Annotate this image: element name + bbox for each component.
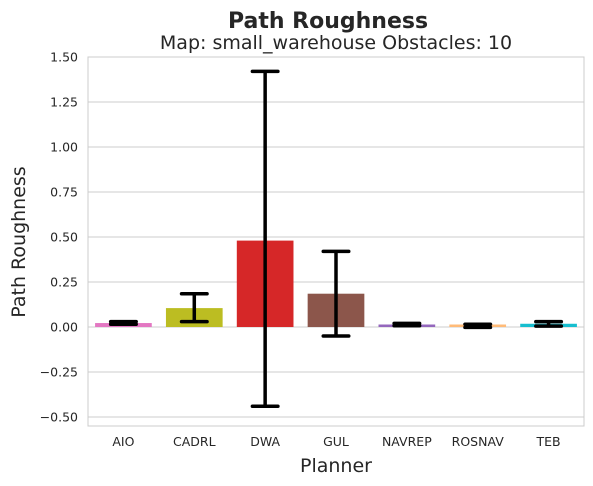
y-tick-label: −0.25	[40, 365, 78, 380]
x-tick-label: GUL	[323, 434, 349, 449]
y-tick-label: 1.25	[50, 95, 78, 110]
y-tick-label: −0.50	[40, 410, 78, 425]
plot-frame	[87, 56, 585, 427]
y-tick-label: 0.50	[50, 230, 78, 245]
y-tick-label: 0.75	[50, 185, 78, 200]
x-tick-label: CADRL	[173, 434, 216, 449]
y-tick-label: 1.00	[50, 140, 78, 155]
y-tick-label: 1.50	[50, 50, 78, 65]
chart-title: Path Roughness	[228, 9, 428, 34]
x-tick-label: AIO	[112, 434, 134, 449]
gridlines	[88, 56, 584, 418]
x-tick-label: DWA	[250, 434, 280, 449]
chart-subtitle: Map: small_warehouse Obstacles: 10	[160, 32, 512, 54]
y-axis-label: Path Roughness	[8, 166, 30, 317]
x-tick-label: NAVREP	[382, 434, 432, 449]
y-tick-label: 0.25	[50, 275, 78, 290]
y-tick-labels: −0.50 −0.25 0.00 0.25 0.50 0.75 1.00 1.25 1.50	[40, 50, 78, 425]
y-tick-label: 0.00	[50, 320, 78, 335]
x-tick-label: TEB	[536, 434, 561, 449]
x-tick-label: ROSNAV	[452, 434, 505, 449]
x-axis-label: Planner	[300, 455, 372, 477]
x-tick-labels: AIO CADRL DWA GUL NAVREP ROSNAV TEB	[112, 434, 560, 449]
error-bars	[108, 69, 564, 408]
